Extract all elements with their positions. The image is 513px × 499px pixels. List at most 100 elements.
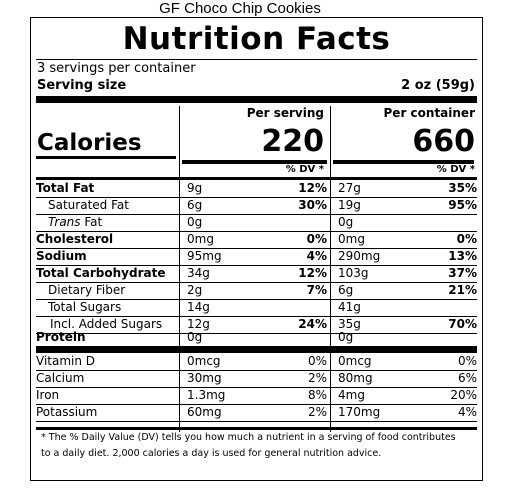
container-amount: 35g [338,317,361,331]
row-divider [36,248,477,249]
row-divider [36,214,477,215]
column-divider-2 [330,106,331,432]
row-divider [36,316,477,317]
container-amount: 41g [338,300,361,314]
nutrient-name: Sodium [36,249,87,263]
serving-dv: 0% [306,232,327,246]
product-name: GF Choco Chip Cookies [159,0,321,17]
calories-underline [36,156,176,159]
container-cal-rule [333,160,474,164]
container-amount: 103g [338,266,369,280]
container-dv: 21% [448,283,477,297]
container-dv: 20% [450,388,477,402]
row-divider [36,404,477,405]
container-dv: 35% [448,181,477,195]
serving-dv: 2% [307,371,327,385]
nutrient-row: Total Carbohydrate 34g 12% 103g 37% [36,265,477,282]
calories-per-serving: 220 [261,124,324,159]
serving-amount: 9g [187,181,203,195]
container-dv: 6% [457,371,477,385]
serving-amount: 30mg [187,371,222,385]
vitamin-name: Potassium [36,405,98,419]
column-divider-1 [179,106,180,432]
nutrient-row: Dietary Fiber 2g 7% 6g 21% [36,282,477,299]
serving-amount: 0mcg [187,354,221,368]
nutrient-name: Dietary Fiber [48,283,126,297]
dv-header-serving: % DV * [285,164,324,175]
row-divider [36,282,477,283]
container-amount: 0g [338,330,354,344]
container-dv: 95% [448,198,477,212]
dv-header-container: % DV * [436,164,475,175]
nutrient-row: Incl. Added Sugars 12g 24% 35g 70% [36,316,477,333]
row-divider [36,231,477,232]
label-title: Nutrition Facts [122,21,391,57]
container-amount: 27g [338,181,361,195]
nutrient-name: Saturated Fat [48,198,129,212]
row-divider [36,265,477,266]
daily-value-footnote: * The % Daily Value (DV) tells you how m… [41,432,456,459]
serving-dv: 12% [298,266,327,280]
vitamin-row: Iron 1.3mg 8% 4mg 20% [36,387,477,404]
serving-dv: 0% [307,354,327,368]
per-serving-header: Per serving [246,106,324,120]
nutrient-name: Protein [36,330,86,344]
serving-dv: 8% [307,388,327,402]
nutrient-name: Trans Fat [48,214,102,231]
row-divider [36,387,477,388]
protein-divider [36,346,477,353]
row-divider [36,299,477,300]
serving-dv: 4% [306,249,327,263]
row-divider [36,421,477,422]
calories-per-container: 660 [412,124,475,159]
container-amount: 290mg [338,249,381,263]
nutrient-name: Total Fat [36,181,95,195]
container-amount: 0g [338,215,354,229]
serving-amount: 6g [187,198,203,212]
calories-label: Calories [37,130,142,156]
footnote-divider [36,427,477,430]
container-amount: 4mg [338,388,365,402]
vitamin-row: Vitamin D 0mcg 0% 0mcg 0% [36,353,477,370]
serving-amount: 2g [187,283,203,297]
serving-amount: 95mg [187,249,222,263]
container-amount: 6g [338,283,354,297]
row-divider [36,333,477,334]
nutrient-row: Protein 0g 0g [36,329,477,346]
serving-amount: 1.3mg [187,388,226,402]
container-amount: 0mcg [338,354,372,368]
serving-dv: 24% [298,317,327,331]
row-divider [36,197,477,198]
serving-amount: 0g [187,330,203,344]
nutrient-name-italic: Trans [48,215,81,229]
nutrient-row: Saturated Fat 6g 30% 19g 95% [36,197,477,214]
nutrient-row: Trans Fat 0g 0g [36,214,477,231]
container-dv: 4% [457,405,477,419]
serving-amount: 12g [187,317,210,331]
container-dv: 13% [448,249,477,263]
vitamin-name: Calcium [36,371,85,385]
serving-size-value: 2 oz (59g) [401,78,475,93]
thick-divider [36,96,477,103]
container-dv: 37% [448,266,477,280]
nutrient-row: Total Sugars 14g 41g [36,299,477,316]
container-dv: 70% [448,317,477,331]
serving-size-label: Serving size [37,78,127,93]
title-divider [36,59,477,60]
serving-amount: 0mg [187,232,214,246]
serving-cal-rule [182,160,327,164]
serving-dv: 2% [307,405,327,419]
container-dv: 0% [457,354,477,368]
vitamin-name: Iron [36,388,60,402]
servings-per-container: 3 servings per container [37,61,196,76]
container-amount: 0mg [338,232,365,246]
serving-amount: 34g [187,266,210,280]
vitamin-row: Calcium 30mg 2% 80mg 6% [36,370,477,387]
per-container-header: Per container [383,106,475,120]
container-amount: 80mg [338,371,373,385]
vitamin-name: Vitamin D [36,354,96,368]
nutrient-name: Cholesterol [36,232,114,246]
container-amount: 170mg [338,405,381,419]
nutrition-label: Nutrition Facts 3 servings per container… [30,17,483,481]
serving-dv: 12% [298,181,327,195]
